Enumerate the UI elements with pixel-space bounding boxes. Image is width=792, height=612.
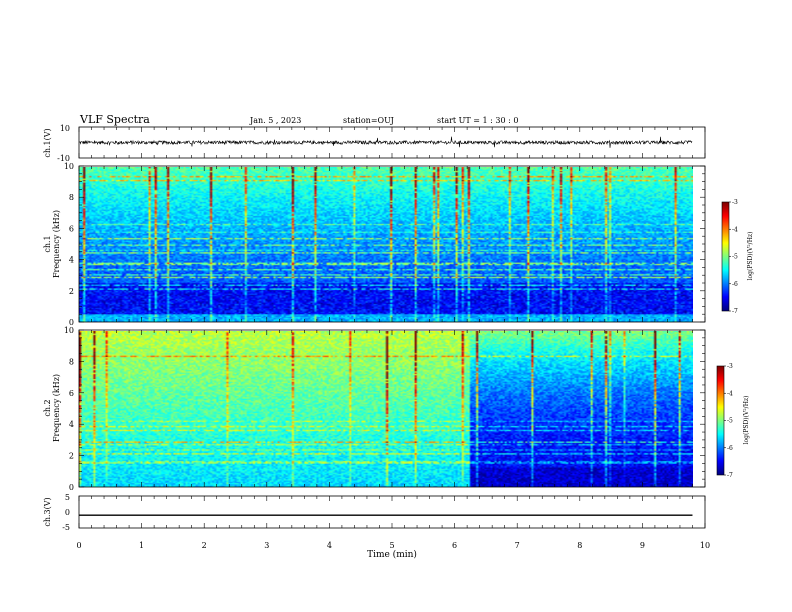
station-label: station=OUJ (343, 116, 394, 125)
figure-title: VLF Spectra (79, 113, 150, 126)
x-tick-label: 10 (700, 541, 710, 550)
y-tick-label: 6 (69, 389, 74, 398)
x-tick-label: 1 (139, 541, 144, 550)
ch2-spectrogram-ticks (78, 330, 706, 487)
ch2-spec-ylabel-freq: Frequency (kHz) (52, 374, 61, 442)
start-time-label: start UT = 1 : 30 : 0 (437, 116, 518, 125)
y-tick-label: 8 (69, 193, 74, 202)
x-tick-label: 8 (577, 541, 582, 550)
colorbar-tick-label: -6 (732, 281, 738, 288)
date-label: Jan. 5 , 2023 (249, 116, 301, 125)
colorbar-tick-label: -4 (732, 226, 738, 233)
y-tick-label: 10 (64, 326, 74, 335)
ch1-waveform-ticks (78, 127, 706, 158)
y-tick-label: 6 (69, 224, 74, 233)
x-tick-label: 3 (264, 541, 269, 550)
y-tick-label: 4 (69, 256, 74, 265)
ch2-spectrogram-panel: 0 2 4 6 8 10 ch.2 Frequency (kHz) (43, 326, 706, 492)
colorbar-2-label: log(PSD)(V²/Hz) (743, 396, 750, 445)
ch3-waveform-ticks (78, 496, 706, 528)
ch1-spec-ylabel-freq: Frequency (kHz) (52, 210, 61, 278)
colorbar-tick-label: -7 (727, 472, 733, 479)
y-tick-label: 8 (69, 357, 74, 366)
ch3-waveform-panel: 5 0 -5 ch.3(V) (43, 493, 706, 532)
colorbar-1-image (722, 202, 729, 311)
colorbar-1-ticks: -3 -4 -5 -6 -7 (729, 199, 738, 315)
colorbar-tick-label: -5 (727, 418, 733, 425)
ch1-spectrogram-image (79, 167, 693, 322)
colorbar-1: -3 -4 -5 -6 -7 log(PSD)(V²/Hz) (721, 199, 754, 315)
y-tick-label: 10 (64, 162, 74, 171)
y-tick-label: 0 (69, 483, 74, 492)
ch3-ylabel: ch.3(V) (43, 497, 52, 526)
y-tick-label: 4 (69, 420, 74, 429)
ch2-spec-ylabel-channel: ch.2 (43, 399, 52, 416)
colorbar-2-ticks: -3 -4 -5 -6 -7 (724, 363, 733, 479)
ch1-waveform-panel: 10 -10 ch.1(V) (43, 124, 706, 163)
ch2-spectrogram-yticks: 0 2 4 6 8 10 (64, 326, 705, 492)
x-tick-label: 5 (389, 541, 394, 550)
x-tick-label: 9 (640, 541, 645, 550)
x-tick-label: 2 (202, 541, 207, 550)
ch1-spectrogram-yticks: 0 2 4 6 8 10 (64, 162, 705, 327)
ch1-ylabel: ch.1(V) (43, 128, 52, 157)
x-axis-tick-labels: 0 1 2 3 4 5 6 7 8 9 10 (76, 541, 710, 550)
colorbar-tick-label: -5 (732, 254, 738, 261)
ch1-ytick-bottom: -10 (57, 154, 70, 163)
x-tick-label: 0 (76, 541, 81, 550)
colorbar-tick-label: -4 (727, 390, 733, 397)
x-tick-label: 7 (515, 541, 520, 550)
ch1-ytick-top: 10 (60, 124, 70, 133)
colorbar-tick-label: -6 (727, 445, 733, 452)
colorbar-1-label: log(PSD)(V²/Hz) (747, 232, 754, 281)
ch1-waveform-line (79, 136, 693, 148)
colorbar-tick-label: -3 (727, 363, 733, 370)
ch1-spectrogram-ticks (78, 166, 706, 322)
ch1-spec-ylabel-channel: ch.1 (43, 235, 52, 252)
colorbar-tick-label: -7 (732, 308, 738, 315)
colorbar-2-image (717, 366, 724, 475)
x-tick-label: 4 (327, 541, 332, 550)
ch1-spectrogram-panel: 0 2 4 6 8 10 ch.1 Frequency (kHz) (43, 162, 706, 327)
ch2-spectrogram-image (79, 331, 693, 487)
colorbar-tick-label: -3 (732, 199, 738, 206)
ch3-ytick-mid: 0 (65, 508, 70, 517)
colorbar-2: -3 -4 -5 -6 -7 log(PSD)(V²/Hz) (716, 363, 750, 479)
y-tick-label: 0 (69, 318, 74, 327)
ch3-ytick-bottom: -5 (62, 523, 70, 532)
x-axis-label: Time (min) (367, 549, 417, 560)
y-tick-label: 2 (69, 452, 74, 461)
y-tick-label: 2 (69, 287, 74, 296)
x-tick-label: 6 (452, 541, 457, 550)
ch3-ytick-top: 5 (65, 493, 70, 502)
